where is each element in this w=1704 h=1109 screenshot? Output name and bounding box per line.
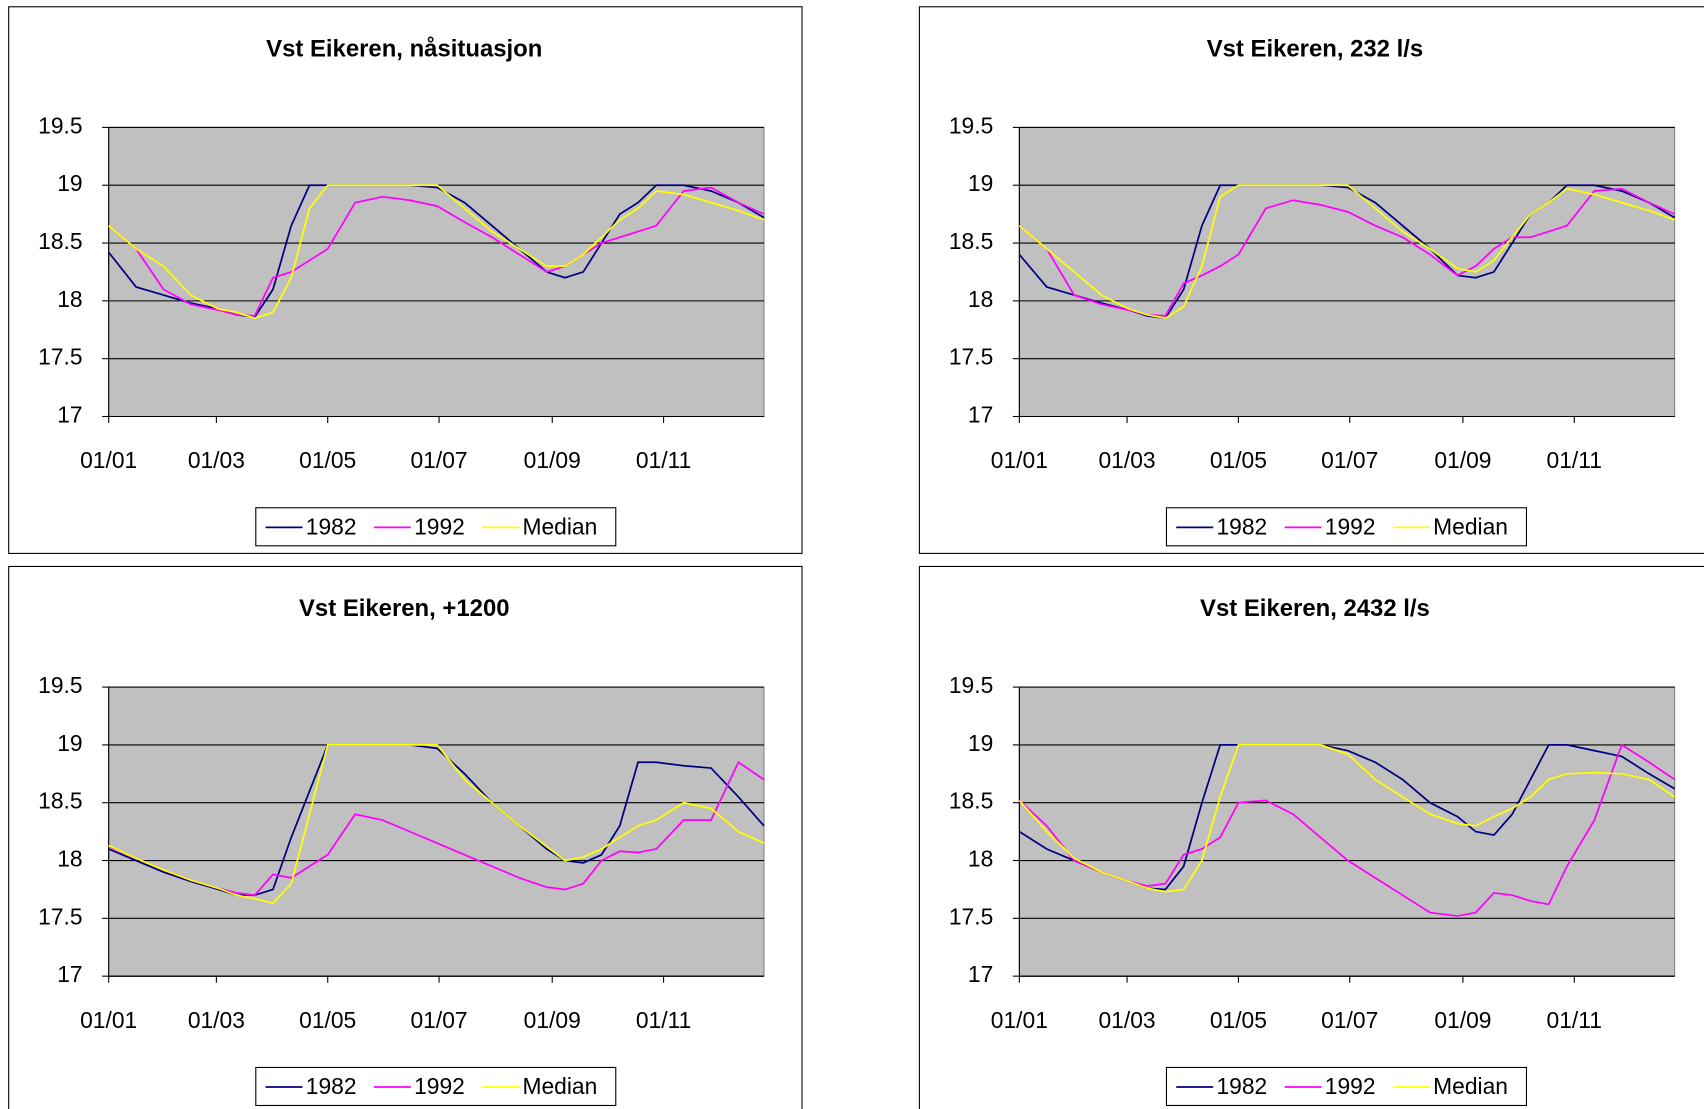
legend: 1982 1992 Median (1165, 1066, 1528, 1107)
y-tick-label: 18 (57, 846, 82, 872)
y-tick-label: 18 (968, 286, 993, 312)
y-tick-label: 17.5 (38, 903, 82, 929)
legend: 1982 1992 Median (1165, 507, 1528, 547)
x-tick-label: 01/01 (991, 1007, 1048, 1033)
series-line (108, 744, 765, 905)
y-tick-label: 19.5 (38, 672, 82, 698)
legend-label: 1992 (1325, 513, 1376, 539)
y-tick-label: 17.5 (38, 344, 82, 370)
legend-box (255, 1066, 617, 1107)
y-tick-label: 18.5 (38, 788, 82, 814)
x-tick-label: 01/01 (80, 447, 137, 473)
legend-label: 1982 (306, 513, 357, 539)
chart-panel: Vst Eikeren, 2432 l/s 17 17.5 18 18.5 19 19.5 0… (918, 565, 1704, 1109)
x-tick-label: 01/05 (1210, 447, 1267, 473)
y-tick-label: 19.5 (949, 112, 993, 138)
series-line (108, 184, 765, 320)
y-tick-label: 19.5 (38, 112, 82, 138)
chart-title: Vst Eikeren, 2432 l/s (1200, 595, 1430, 622)
legend-box (255, 507, 617, 547)
legend-label: 1982 (306, 1073, 357, 1099)
y-tick-label: 19 (57, 170, 82, 196)
x-tick-label: 01/11 (636, 1007, 691, 1033)
x-tick-label: 01/03 (188, 1007, 245, 1033)
y-tick-label: 17.5 (949, 903, 993, 929)
y-tick-label: 17 (968, 402, 993, 428)
x-tick-label: 01/07 (411, 1007, 468, 1033)
series-line (108, 186, 765, 317)
x-tick-label: 01/05 (299, 447, 356, 473)
x-tick-label: 01/03 (1099, 447, 1156, 473)
y-tick-label: 17 (57, 961, 82, 987)
x-tick-label: 01/03 (1099, 1007, 1156, 1033)
y-tick-label: 19 (57, 730, 82, 756)
series-line (1018, 743, 1676, 917)
chart-title: Vst Eikeren, 232 l/s (1207, 36, 1423, 63)
x-tick-label: 01/11 (1547, 1007, 1602, 1033)
legend: 1982 1992 Median (255, 507, 617, 547)
y-tick-label: 18.5 (38, 228, 82, 254)
chart-panel: Vst Eikeren, 232 l/s 17 17.5 18 18.5 19 19.5 01… (918, 6, 1704, 554)
x-tick-label: 01/07 (1321, 1007, 1378, 1033)
chart-panel: Vst Eikeren, nåsituasjon 17 17.5 18 18.5 19 19… (8, 6, 803, 554)
legend-label: 1982 (1216, 1073, 1267, 1099)
y-tick-label: 18 (57, 286, 82, 312)
y-tick-label: 18.5 (949, 788, 993, 814)
legend-label: 1992 (1325, 1073, 1376, 1099)
series-line (108, 760, 765, 897)
y-tick-label: 19 (968, 170, 993, 196)
legend-label: 1992 (414, 513, 465, 539)
x-tick-label: 01/11 (636, 447, 691, 473)
legend-label: Median (522, 513, 597, 539)
x-tick-label: 01/07 (411, 447, 468, 473)
x-tick-label: 01/03 (188, 447, 245, 473)
plot-area (108, 686, 765, 977)
legend-label: Median (1433, 1073, 1508, 1099)
x-tick-label: 01/09 (524, 447, 581, 473)
x-tick-label: 01/05 (1210, 1007, 1267, 1033)
y-tick-label: 17 (968, 961, 993, 987)
x-tick-label: 01/09 (524, 1007, 581, 1033)
chart-title: Vst Eikeren, +1200 (299, 595, 510, 622)
x-tick-label: 01/05 (299, 1007, 356, 1033)
legend-box (1165, 507, 1528, 547)
x-tick-label: 01/11 (1547, 447, 1602, 473)
x-tick-label: 01/07 (1321, 447, 1378, 473)
legend-box (1165, 1066, 1528, 1107)
legend-label: 1982 (1216, 513, 1267, 539)
y-tick-label: 17 (57, 402, 82, 428)
y-tick-label: 19.5 (949, 672, 993, 698)
series-line (1018, 184, 1675, 320)
y-tick-label: 18.5 (949, 228, 993, 254)
legend-label: 1992 (414, 1073, 465, 1099)
plot-area (1018, 126, 1676, 418)
plot-area (1018, 686, 1676, 977)
y-tick-label: 18 (968, 846, 993, 872)
legend-label: Median (1433, 513, 1508, 539)
x-tick-label: 01/09 (1434, 1007, 1491, 1033)
y-tick-label: 19 (968, 730, 993, 756)
y-tick-label: 17.5 (949, 344, 993, 370)
x-tick-label: 01/01 (991, 447, 1048, 473)
plot-area (108, 126, 765, 418)
legend-label: Median (522, 1073, 597, 1099)
series-line (1018, 744, 1676, 893)
chart-panel: Vst Eikeren, +1200 17 17.5 18 18.5 19 19.5 01/0… (8, 565, 803, 1109)
legend: 1982 1992 Median (255, 1066, 617, 1107)
x-tick-label: 01/09 (1434, 447, 1491, 473)
x-tick-label: 01/01 (80, 1007, 137, 1033)
chart-title: Vst Eikeren, nåsituasjon (266, 36, 542, 63)
